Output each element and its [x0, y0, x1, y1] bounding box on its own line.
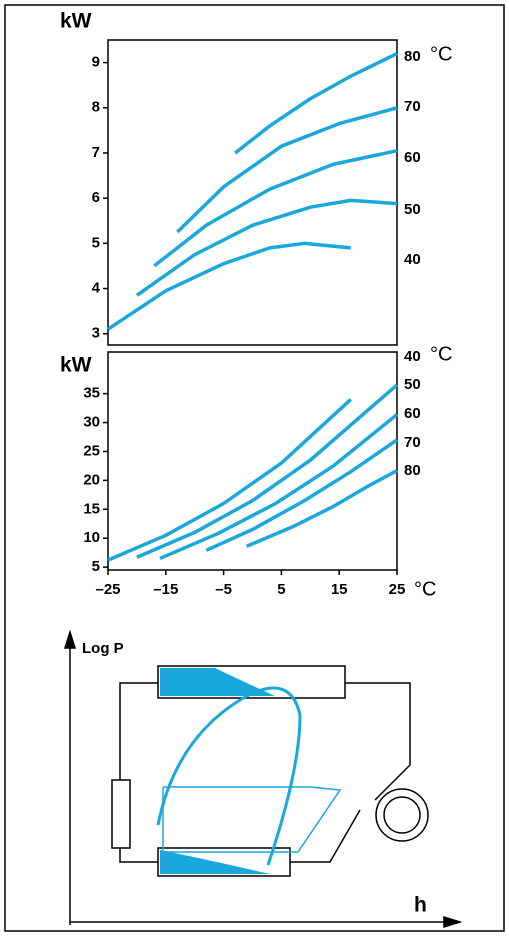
series-line: [159, 413, 399, 561]
y-tick-label: 35: [83, 385, 100, 402]
y-tick-label: 20: [83, 471, 100, 488]
series-line: [176, 106, 398, 234]
y-axis-label: Log P: [82, 640, 124, 657]
y-tick-label: 5: [92, 558, 100, 575]
saturation-dome: [156, 686, 302, 866]
y-axis-label: kW: [60, 10, 92, 33]
y-tick-label: 7: [92, 144, 100, 161]
y-tick-label: 4: [92, 279, 101, 296]
arrow: [63, 629, 77, 649]
refrigeration-cycle-diagram: Log P h: [63, 629, 463, 929]
y-tick-label: 9: [92, 54, 100, 71]
compressor: [375, 788, 429, 842]
pipe: [345, 682, 411, 801]
condensate: [160, 668, 275, 696]
pipe: [290, 809, 361, 863]
x-unit: °C: [414, 578, 436, 600]
series-label: 50: [404, 376, 421, 393]
series-label: 70: [404, 434, 421, 451]
x-tick-label: 5: [277, 581, 285, 598]
x-tick-label: –15: [153, 581, 178, 598]
plot-frame: [107, 351, 398, 571]
pipe: [119, 848, 158, 863]
x-tick-label: –5: [215, 581, 232, 598]
series-label: 40: [404, 348, 421, 365]
condenser: [157, 665, 346, 699]
y-tick-label: 8: [92, 99, 100, 116]
series-label: 50: [404, 201, 421, 218]
series-label: 80: [404, 462, 421, 479]
y-tick-label: 5: [92, 234, 100, 251]
series-label: 60: [404, 149, 421, 166]
series-line: [136, 383, 399, 559]
series-unit: °C: [430, 43, 452, 65]
series-label: 70: [404, 98, 421, 115]
series-label: 80: [404, 48, 421, 65]
outer-frame: [4, 4, 505, 932]
series-line: [107, 398, 352, 562]
series-line: [153, 148, 398, 268]
pipe: [119, 682, 158, 780]
series-line: [107, 241, 351, 331]
liquid: [160, 850, 270, 874]
y-tick-label: 25: [83, 442, 100, 459]
x-tick-label: –25: [95, 581, 120, 598]
x-tick-label: 15: [331, 581, 348, 598]
y-axis-label: kW: [60, 354, 92, 377]
series-unit: °C: [430, 343, 452, 365]
y-tick-label: 3: [92, 325, 100, 342]
cycle: [162, 786, 342, 853]
series-line: [135, 198, 398, 297]
y-tick-label: 10: [83, 529, 100, 546]
expansion-valve: [111, 779, 131, 849]
plot-frame: [107, 39, 398, 346]
series-label: 40: [404, 251, 421, 268]
arrow: [443, 915, 463, 929]
y-tick-label: 6: [92, 189, 100, 206]
x-tick-label: 25: [389, 581, 406, 598]
series-line: [234, 51, 398, 155]
x-axis-label: h: [414, 894, 427, 917]
series-line: [246, 469, 398, 548]
series-line: [205, 438, 398, 552]
series-label: 60: [404, 405, 421, 422]
y-tick-label: 30: [83, 414, 100, 431]
compressor-inner: [383, 796, 421, 834]
y-tick-label: 15: [83, 500, 100, 517]
